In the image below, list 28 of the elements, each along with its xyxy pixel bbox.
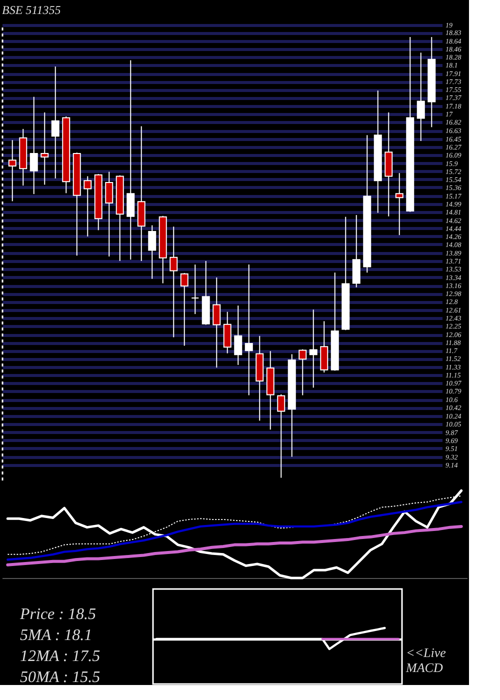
candlestick: [180, 272, 188, 346]
candlestick: [105, 171, 114, 258]
candlestick: [416, 52, 425, 142]
candlestick: [8, 140, 16, 202]
text: <<Live MACD: [405, 645, 446, 675]
candlestick: [244, 264, 253, 396]
candlestick: [148, 224, 156, 280]
candlestick: [212, 276, 221, 368]
chart-title: BSE 511355: [2, 3, 61, 17]
text: 5MA : 18.1: [20, 627, 92, 644]
candlestick: [352, 214, 360, 288]
candlestick: [84, 176, 92, 237]
candlestick: [395, 172, 404, 236]
candlestick: [320, 320, 328, 373]
text: 12MA : 17.5: [20, 648, 100, 665]
candlestick: [223, 311, 232, 354]
candlestick: [30, 96, 38, 195]
candlestick: [126, 60, 135, 260]
candlestick: [170, 226, 178, 338]
text: 50MA : 15.5: [20, 669, 100, 686]
candlestick: [309, 309, 318, 388]
text: Price : 18.5: [19, 606, 96, 623]
candlestick: [40, 112, 49, 186]
candlestick: [234, 305, 242, 366]
candlestick: [191, 264, 200, 315]
candlestick: [51, 66, 60, 179]
candlestick: [298, 348, 307, 396]
candlestick: [277, 394, 286, 478]
